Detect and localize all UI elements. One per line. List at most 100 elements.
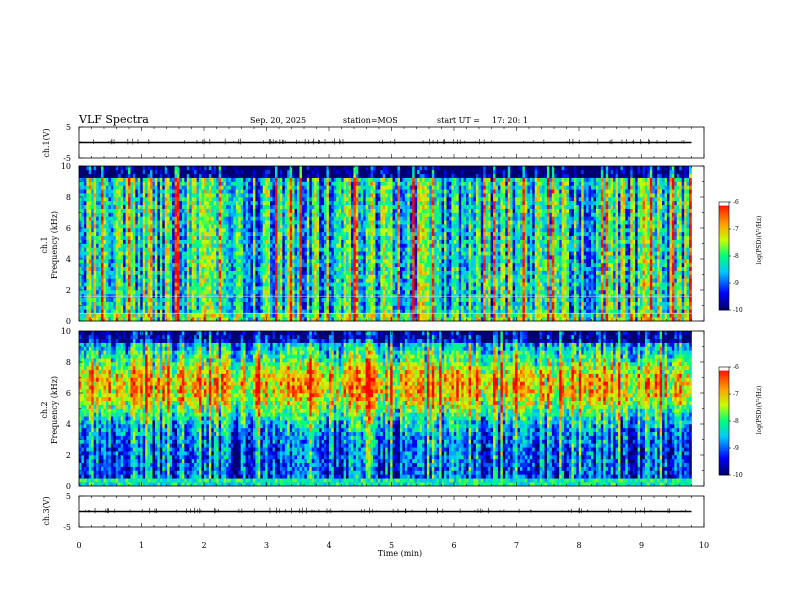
spectrogram-cell bbox=[282, 239, 286, 244]
spectrogram-cell bbox=[213, 247, 217, 252]
spectrogram-cell bbox=[213, 204, 217, 209]
spectrogram-cell bbox=[125, 220, 129, 225]
spectrogram-cell bbox=[243, 208, 246, 213]
spectrogram-cell bbox=[132, 278, 136, 283]
spectrogram-cell bbox=[98, 317, 102, 322]
spectrogram-cell bbox=[179, 309, 183, 314]
spectrogram-cell bbox=[267, 166, 271, 171]
spectrogram-cell bbox=[250, 251, 254, 256]
spectrogram-cell bbox=[132, 270, 136, 275]
spectrogram-cell bbox=[101, 173, 104, 178]
spectrogram-cell bbox=[221, 239, 224, 244]
spectrogram-cell bbox=[169, 297, 173, 302]
spectrogram-cell bbox=[223, 228, 227, 233]
spectrogram-cell bbox=[125, 297, 129, 302]
spectrogram-cell bbox=[137, 197, 141, 202]
spectrogram-cell bbox=[358, 301, 362, 306]
spectrogram-cell bbox=[194, 309, 197, 314]
spectrogram-cell bbox=[137, 189, 141, 194]
spectrogram-cell bbox=[304, 309, 308, 314]
spectrogram-cell bbox=[348, 262, 352, 268]
spectrogram-cell bbox=[154, 216, 158, 221]
spectrogram-cell bbox=[355, 228, 359, 233]
spectrogram-cell bbox=[120, 286, 124, 291]
spectrogram-cell bbox=[218, 262, 222, 268]
spectrogram-cell bbox=[282, 313, 286, 318]
spectrogram-cell bbox=[304, 247, 308, 252]
spectrogram-cell bbox=[358, 251, 362, 256]
spectrogram-cell bbox=[350, 286, 354, 291]
spectrogram-cell bbox=[233, 212, 237, 217]
spectrogram-cell bbox=[243, 231, 246, 237]
spectrogram-cell bbox=[341, 220, 344, 225]
spectrogram-cell bbox=[189, 185, 192, 190]
spectrogram-cell bbox=[309, 239, 313, 244]
spectrogram-cell bbox=[257, 228, 261, 233]
spectrogram-cell bbox=[145, 259, 148, 264]
spectrogram-cell bbox=[252, 189, 256, 194]
spectrogram-cell bbox=[267, 282, 271, 287]
spectrogram-cell bbox=[179, 266, 183, 271]
spectrogram-cell bbox=[218, 255, 222, 260]
spectrogram-cell bbox=[189, 231, 192, 237]
spectrogram-cell bbox=[363, 309, 366, 314]
spectrogram-cell bbox=[262, 193, 266, 198]
spectrogram-cell bbox=[287, 259, 290, 264]
spectrogram-cell bbox=[301, 216, 305, 221]
spectrogram-cell bbox=[164, 212, 168, 217]
spectrogram-cell bbox=[211, 286, 215, 291]
spectrogram-cell bbox=[221, 177, 224, 182]
spectrogram-cell bbox=[150, 166, 153, 171]
spectrogram-cell bbox=[125, 243, 129, 248]
spectrogram-cell bbox=[314, 204, 317, 209]
spectrogram-cell bbox=[279, 224, 283, 229]
spectrogram-cell bbox=[358, 204, 362, 209]
spectrogram-cell bbox=[83, 166, 87, 171]
spectrogram-cell bbox=[91, 309, 94, 314]
spectrogram-cell bbox=[270, 193, 273, 198]
spectrogram-cell bbox=[194, 204, 197, 209]
spectrogram-cell bbox=[221, 231, 224, 237]
spectrogram-cell bbox=[358, 185, 362, 190]
spectrogram-cell bbox=[105, 313, 109, 318]
spectrogram-cell bbox=[201, 262, 205, 268]
spectrogram-cell bbox=[282, 290, 286, 295]
spectrogram-cell bbox=[358, 309, 362, 314]
spectrogram-cell bbox=[98, 228, 102, 233]
spectrogram-cell bbox=[250, 239, 254, 244]
spectrogram-cell bbox=[306, 204, 310, 209]
spectrogram-cell bbox=[108, 228, 112, 233]
spectrogram-cell bbox=[282, 309, 286, 314]
spectrogram-cell bbox=[123, 193, 126, 198]
spectrogram-cell bbox=[265, 305, 268, 310]
spectrogram-cell bbox=[142, 305, 146, 310]
spectrogram-cell bbox=[277, 166, 281, 171]
spectrogram-cell bbox=[218, 193, 222, 198]
spectrogram-cell bbox=[279, 204, 283, 209]
spectrogram-cell bbox=[93, 259, 97, 264]
spectrogram-cell bbox=[169, 282, 173, 287]
spectrogram-cell bbox=[81, 193, 85, 198]
spectrogram-cell bbox=[336, 220, 339, 225]
spectrogram-cell bbox=[226, 220, 229, 225]
spectrogram-cell bbox=[292, 166, 295, 171]
spectrogram-cell bbox=[301, 185, 305, 190]
spectrogram-cell bbox=[164, 290, 168, 295]
spectrogram-cell bbox=[203, 262, 207, 268]
spectrogram-cell bbox=[338, 297, 342, 302]
spectrogram-cell bbox=[167, 278, 170, 283]
spectrogram-cell bbox=[316, 181, 320, 186]
spectrogram-cell bbox=[294, 239, 298, 244]
spectrogram-cell bbox=[262, 177, 266, 182]
spectrogram-cell bbox=[341, 251, 344, 256]
spectrogram-cell bbox=[250, 212, 254, 217]
spectrogram-cell bbox=[191, 224, 195, 229]
spectrogram-cell bbox=[96, 208, 99, 213]
spectrogram-cell bbox=[275, 255, 278, 260]
spectrogram-cell bbox=[304, 313, 308, 318]
spectrogram-cell bbox=[206, 282, 210, 287]
spectrogram-cell bbox=[221, 270, 224, 275]
spectrogram-cell bbox=[365, 290, 369, 295]
spectrogram-cell bbox=[189, 301, 192, 306]
spectrogram-cell bbox=[98, 220, 102, 225]
